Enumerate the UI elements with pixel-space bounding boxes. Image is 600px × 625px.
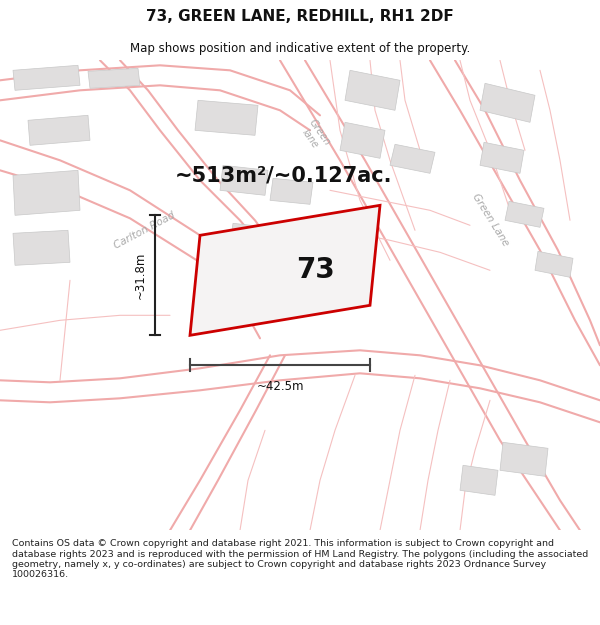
Polygon shape [390,144,435,173]
Polygon shape [345,70,400,110]
Text: ~31.8m: ~31.8m [134,252,147,299]
Polygon shape [460,465,498,495]
Polygon shape [480,83,535,122]
Text: 73, GREEN LANE, REDHILL, RH1 2DF: 73, GREEN LANE, REDHILL, RH1 2DF [146,9,454,24]
Text: Contains OS data © Crown copyright and database right 2021. This information is : Contains OS data © Crown copyright and d… [12,539,588,579]
Text: Green Lane: Green Lane [470,192,510,248]
Polygon shape [505,201,544,228]
Polygon shape [13,65,80,90]
Text: Map shows position and indicative extent of the property.: Map shows position and indicative extent… [130,42,470,55]
Polygon shape [480,142,524,173]
Polygon shape [500,442,548,476]
Polygon shape [340,122,385,158]
Polygon shape [535,251,573,278]
Polygon shape [270,178,313,204]
Polygon shape [280,234,321,258]
Polygon shape [195,100,258,135]
Polygon shape [13,170,80,215]
Text: ~42.5m: ~42.5m [256,380,304,393]
Text: 73: 73 [296,256,334,284]
Polygon shape [220,165,268,195]
Text: Carlton Road: Carlton Road [113,210,177,251]
Polygon shape [88,68,140,88]
Polygon shape [230,223,278,250]
Polygon shape [13,230,70,265]
Polygon shape [190,205,380,335]
Text: Green
lane: Green lane [298,117,332,154]
Polygon shape [28,115,90,145]
Text: ~513m²/~0.127ac.: ~513m²/~0.127ac. [175,165,392,185]
